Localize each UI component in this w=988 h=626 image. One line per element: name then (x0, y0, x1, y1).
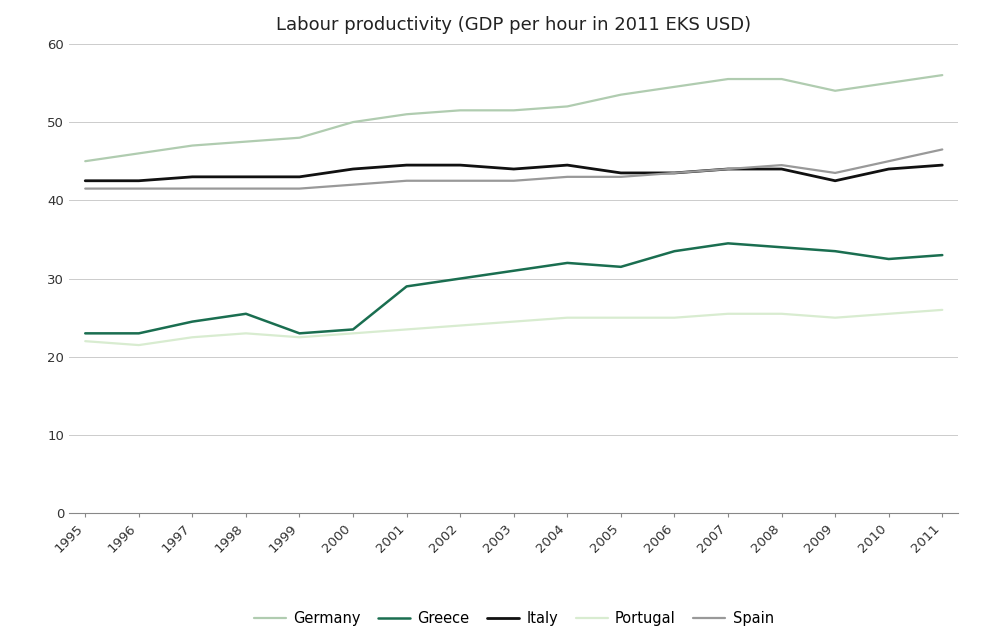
Line: Germany: Germany (85, 75, 943, 161)
Spain (132, 185, 144, 192)
Portugal (722, 310, 734, 317)
Title: Labour productivity (GDP per hour in 2011 EKS USD): Labour productivity (GDP per hour in 201… (277, 16, 751, 34)
Portugal (454, 322, 466, 329)
Italy (187, 173, 199, 180)
Spain (401, 177, 413, 185)
Spain (776, 162, 787, 169)
Greece (132, 329, 144, 337)
Germany (293, 134, 305, 141)
Spain (508, 177, 520, 185)
Greece (240, 310, 252, 317)
Italy (79, 177, 91, 185)
Portugal (187, 334, 199, 341)
Germany (454, 106, 466, 114)
Legend: Germany, Greece, Italy, Portugal, Spain: Germany, Greece, Italy, Portugal, Spain (248, 605, 780, 626)
Spain (937, 146, 948, 153)
Italy (883, 165, 895, 173)
Greece (508, 267, 520, 274)
Italy (776, 165, 787, 173)
Italy (293, 173, 305, 180)
Italy (347, 165, 359, 173)
Italy (454, 162, 466, 169)
Germany (240, 138, 252, 145)
Spain (293, 185, 305, 192)
Spain (561, 173, 573, 180)
Greece (937, 251, 948, 259)
Line: Portugal: Portugal (85, 310, 943, 345)
Spain (454, 177, 466, 185)
Germany (401, 110, 413, 118)
Portugal (776, 310, 787, 317)
Germany (883, 79, 895, 86)
Portugal (79, 337, 91, 345)
Italy (937, 162, 948, 169)
Italy (132, 177, 144, 185)
Spain (722, 165, 734, 173)
Germany (829, 87, 841, 95)
Portugal (561, 314, 573, 321)
Portugal (347, 329, 359, 337)
Greece (347, 326, 359, 333)
Italy (561, 162, 573, 169)
Portugal (240, 329, 252, 337)
Italy (508, 165, 520, 173)
Spain (79, 185, 91, 192)
Spain (669, 169, 681, 177)
Greece (401, 283, 413, 290)
Germany (508, 106, 520, 114)
Portugal (132, 341, 144, 349)
Greece (187, 318, 199, 326)
Italy (722, 165, 734, 173)
Spain (615, 173, 626, 180)
Greece (829, 247, 841, 255)
Spain (240, 185, 252, 192)
Line: Italy: Italy (85, 165, 943, 181)
Spain (883, 157, 895, 165)
Spain (187, 185, 199, 192)
Greece (561, 259, 573, 267)
Portugal (615, 314, 626, 321)
Germany (187, 141, 199, 149)
Greece (615, 263, 626, 270)
Italy (829, 177, 841, 185)
Greece (293, 329, 305, 337)
Portugal (937, 306, 948, 314)
Germany (132, 150, 144, 157)
Italy (615, 169, 626, 177)
Italy (401, 162, 413, 169)
Germany (347, 118, 359, 126)
Italy (240, 173, 252, 180)
Portugal (401, 326, 413, 333)
Greece (79, 329, 91, 337)
Portugal (669, 314, 681, 321)
Germany (615, 91, 626, 98)
Greece (722, 240, 734, 247)
Portugal (293, 334, 305, 341)
Line: Spain: Spain (85, 150, 943, 188)
Italy (669, 169, 681, 177)
Greece (669, 247, 681, 255)
Germany (669, 83, 681, 91)
Line: Greece: Greece (85, 244, 943, 333)
Greece (776, 244, 787, 251)
Germany (937, 71, 948, 79)
Portugal (508, 318, 520, 326)
Greece (454, 275, 466, 282)
Spain (347, 181, 359, 188)
Germany (561, 103, 573, 110)
Germany (79, 157, 91, 165)
Germany (722, 75, 734, 83)
Portugal (883, 310, 895, 317)
Portugal (829, 314, 841, 321)
Greece (883, 255, 895, 263)
Germany (776, 75, 787, 83)
Spain (829, 169, 841, 177)
